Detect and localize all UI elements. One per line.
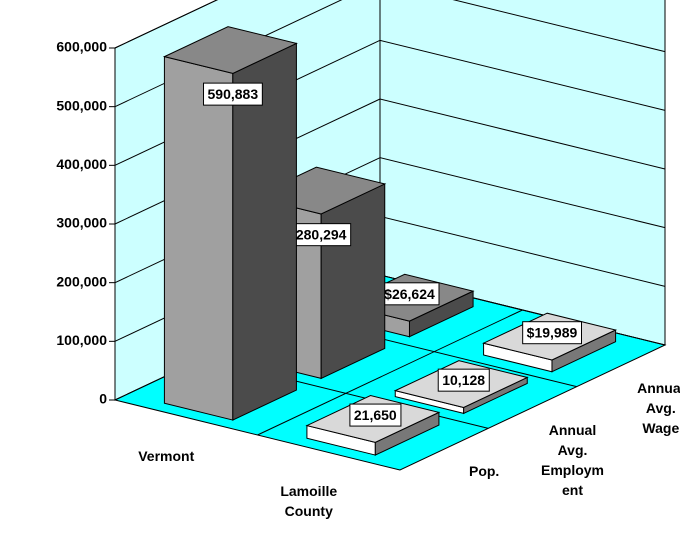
grid-line	[379, 98, 666, 170]
floor-divider	[257, 309, 523, 436]
y-tick-label: 0	[99, 391, 107, 407]
value-label: 590,883	[208, 86, 259, 102]
grid-line	[379, 39, 666, 111]
value-label-box	[349, 403, 402, 427]
value-label-box	[437, 368, 490, 392]
y-tick-label: 600,000	[56, 39, 107, 55]
category-label: Annual Avg. Wage	[637, 379, 680, 436]
value-label: 280,294	[296, 227, 347, 243]
grid-line	[114, 0, 218, 49]
bar-right-face	[320, 183, 386, 380]
bar-left-face	[163, 55, 234, 421]
y-tick-label: 100,000	[56, 332, 107, 348]
grid-line	[379, 215, 666, 287]
grid-line	[379, 157, 666, 229]
value-label-box	[522, 321, 582, 345]
bar	[162, 26, 298, 421]
bar-top	[162, 26, 298, 74]
category-label: Pop.	[468, 463, 500, 480]
value-label: 21,650	[354, 407, 397, 423]
y-tick-label: 500,000	[56, 97, 107, 113]
value-label: $19,989	[527, 325, 578, 341]
series-label: Lamoille County	[280, 482, 338, 519]
grid-line	[452, 0, 666, 53]
value-label-box	[203, 82, 263, 106]
y-tick-label: 400,000	[56, 156, 107, 172]
y-tick-label: 200,000	[56, 273, 107, 289]
series-label: Vermont	[138, 447, 195, 464]
value-label: 10,128	[442, 372, 485, 388]
y-tick-label: 300,000	[56, 215, 107, 231]
category-label: Annual Avg. Employment	[540, 421, 604, 498]
value-label: $26,624	[384, 286, 435, 302]
